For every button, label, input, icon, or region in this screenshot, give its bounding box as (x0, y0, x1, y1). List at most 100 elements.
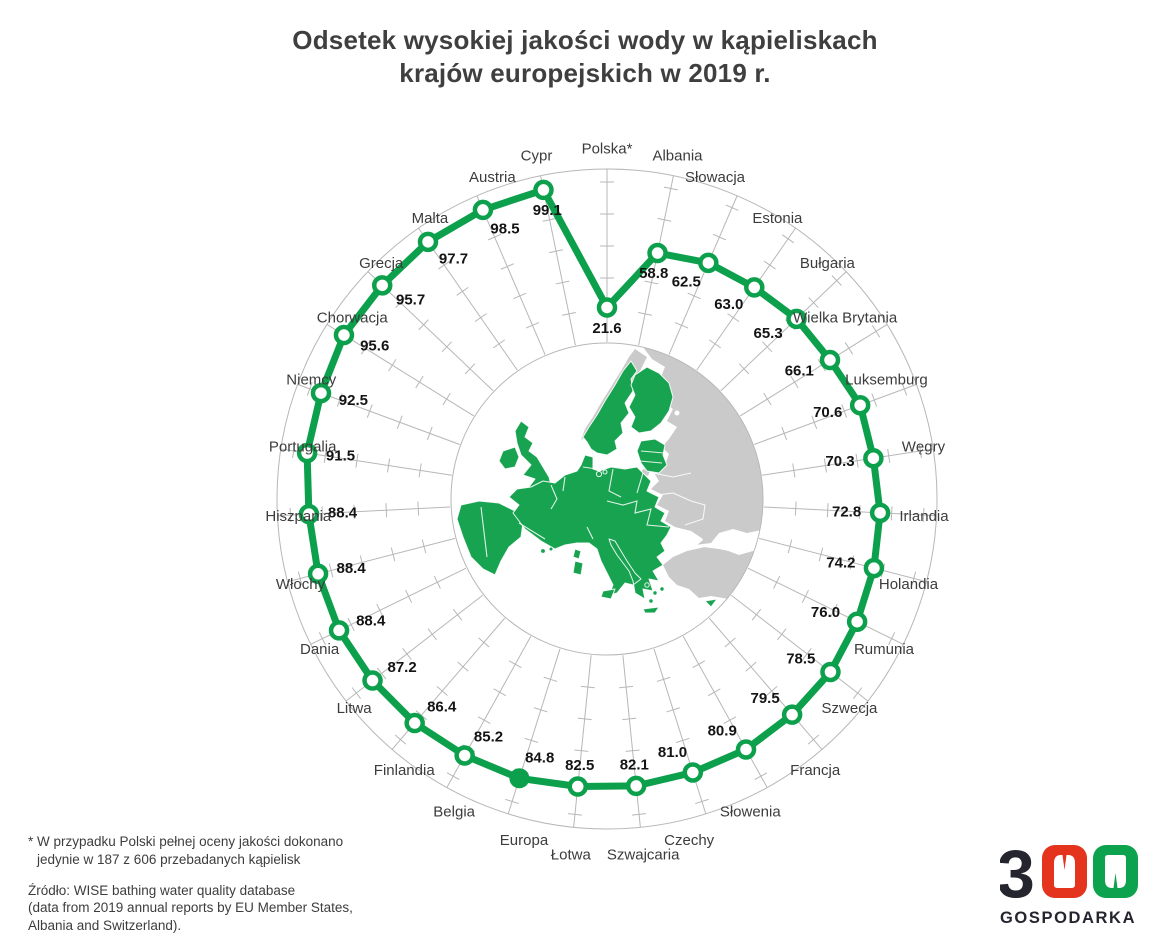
tick-mark (707, 688, 721, 697)
tick-mark (351, 687, 362, 699)
spoke (739, 324, 888, 417)
spoke (507, 648, 561, 815)
tick-mark (567, 813, 582, 816)
tick-mark (826, 503, 829, 518)
value-label-Niemcy: 92.5 (339, 392, 368, 409)
tick-mark (761, 341, 773, 353)
tick-mark (794, 501, 797, 516)
tick-mark (436, 686, 448, 696)
value-label-Malta: 97.7 (439, 251, 468, 268)
data-point-Litwa (362, 670, 383, 691)
category-label-Francja: Francja (790, 762, 841, 779)
tick-mark (632, 813, 647, 816)
tick-mark (441, 341, 453, 353)
category-label-Albania: Albania (652, 148, 703, 165)
tick-mark (561, 311, 576, 316)
data-point-Cypr (533, 179, 554, 201)
tick-mark (474, 313, 487, 323)
spoke (730, 594, 869, 702)
logo-wordmark: GOSPODARKA (1000, 909, 1136, 927)
tick-mark (355, 453, 359, 468)
map-aegean-island (644, 582, 650, 588)
source-note: Źródło: WISE bathing water quality datab… (28, 882, 353, 934)
tick-mark (376, 603, 384, 617)
tick-mark (442, 392, 451, 406)
map-cyprus (704, 598, 718, 608)
spoke (418, 227, 518, 371)
data-point-Portugalia (296, 442, 318, 464)
category-label-Rumunia: Rumunia (854, 641, 915, 658)
tick-mark (417, 501, 420, 516)
category-label-Estonia: Estonia (752, 210, 803, 227)
tick-mark (549, 249, 564, 254)
spoke (754, 383, 917, 445)
tick-mark (306, 382, 313, 396)
tick-mark (871, 393, 878, 407)
tick-mark (777, 628, 787, 641)
value-label-Bułgaria: 65.3 (753, 325, 782, 342)
tick-mark (347, 618, 355, 632)
value-label-Węgry: 70.3 (825, 453, 854, 470)
tick-mark (366, 404, 373, 418)
spoke (720, 271, 847, 392)
tick-mark (754, 772, 768, 781)
tick-mark (452, 608, 463, 621)
tick-mark (524, 737, 539, 743)
tick-mark (555, 280, 570, 285)
value-label-Litwa: 87.2 (388, 659, 417, 676)
tick-mark (787, 539, 793, 554)
tick-mark (457, 661, 469, 672)
map-danish-island (602, 469, 608, 475)
tick-mark (625, 749, 640, 752)
data-point-Grecja (371, 275, 393, 296)
value-label-Słowenia: 80.9 (708, 723, 737, 740)
category-label-Cypr: Cypr (521, 148, 553, 165)
data-point-Holandia (863, 557, 885, 579)
tick-mark (790, 375, 799, 389)
spoke (696, 227, 796, 371)
tick-mark (361, 342, 370, 355)
category-label-Portugalia: Portugalia (269, 439, 337, 456)
value-label-Belgia: 85.2 (474, 729, 503, 746)
tick-mark (675, 737, 690, 743)
category-label-Grecja: Grecja (359, 255, 404, 272)
data-point-Hiszpania (298, 503, 320, 525)
data-point-Szwecja (820, 661, 841, 683)
tick-mark (858, 504, 861, 519)
tick-mark (656, 676, 671, 682)
tick-mark (323, 448, 327, 463)
tick-mark (657, 217, 672, 222)
data-point-Słowenia (735, 739, 757, 760)
tick-mark (901, 382, 908, 396)
tick-mark (328, 563, 334, 578)
map-balearic-island (540, 548, 546, 554)
tick-mark (580, 685, 595, 689)
tick-mark (723, 716, 737, 725)
tick-mark (543, 676, 558, 682)
tick-mark (763, 260, 776, 270)
value-label-Estonia: 63.0 (714, 296, 743, 313)
tick-mark (823, 458, 828, 473)
spoke (622, 655, 641, 828)
map-danish-island (595, 470, 603, 478)
chart-labels: 21.6 Polska* 58.8 Albania 62.5 Słowacja 63.0 Es… (265, 141, 949, 864)
data-point-Malta (417, 231, 439, 253)
tick-mark (807, 734, 820, 745)
tick-mark (433, 575, 441, 589)
spoke (763, 506, 937, 517)
tick-mark (844, 342, 853, 355)
category-label-Polska*: Polska* (582, 141, 633, 158)
category-label-Czechy: Czechy (664, 832, 715, 849)
tick-mark (792, 463, 796, 478)
map-sardinia (572, 560, 584, 576)
category-label-Chorwacja: Chorwacja (317, 310, 389, 327)
map-crete (642, 606, 660, 614)
value-label-Hiszpania: 88.4 (328, 505, 358, 522)
value-label-Rumunia: 76.0 (811, 604, 840, 621)
spoke (682, 636, 768, 788)
category-label-Holandia: Holandia (879, 576, 939, 593)
tick-mark (321, 506, 324, 521)
tick-mark (890, 506, 893, 521)
category-label-Malta: Malta (412, 210, 449, 227)
category-label-Słowacja: Słowacja (685, 169, 746, 186)
